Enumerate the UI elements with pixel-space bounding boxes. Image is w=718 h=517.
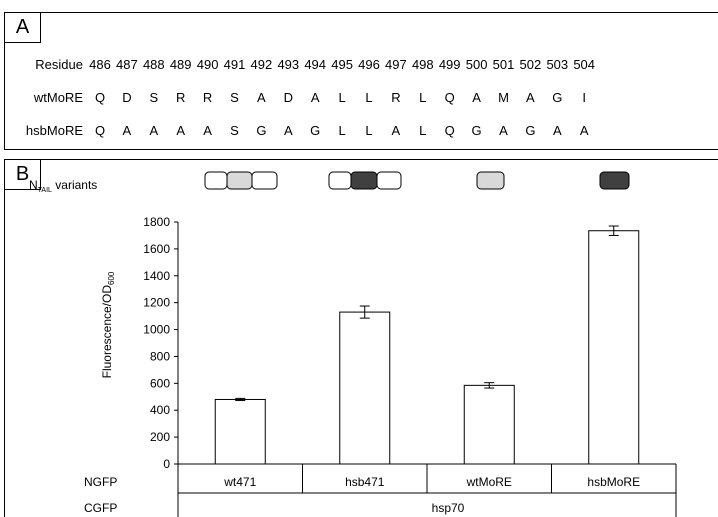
y-tick-label: 1600 — [143, 242, 170, 256]
sequence-cell: Q — [94, 123, 106, 138]
sequence-cell: 495 — [331, 57, 353, 72]
bars — [214, 225, 640, 465]
cgfp-row-label: CGFP — [84, 501, 117, 515]
sequence-cell: 499 — [438, 57, 461, 72]
sequence-cell: A — [203, 123, 212, 138]
y-tick-label: 200 — [150, 430, 170, 444]
sequence-cell: 494 — [304, 57, 327, 72]
y-tick-label: 1200 — [143, 296, 170, 310]
sequence-cell: A — [499, 123, 508, 138]
sequence-cell: G — [256, 123, 267, 138]
legend-label-sub: TAIL — [38, 187, 52, 194]
y-axis-label: Fluorescence/OD600 — [100, 271, 116, 378]
sequence-cell: L — [365, 123, 373, 138]
sequence-cell: A — [149, 123, 159, 138]
y-axis-label-sub: 600 — [107, 271, 116, 285]
y-tick-label: 800 — [150, 349, 170, 363]
sequence-cell: M — [498, 90, 509, 105]
sequence-cell: S — [230, 90, 239, 105]
category-label: wtMoRE — [466, 475, 512, 489]
sequence-cell: D — [283, 90, 293, 105]
variant-glyph-hsbmore — [599, 171, 630, 190]
ngfp-row-label: NGFP — [84, 475, 117, 489]
sequence-cell: 497 — [385, 57, 407, 72]
sequence-cell: L — [365, 90, 373, 105]
sequence-cell: D — [122, 90, 132, 105]
sequence-cell: G — [552, 90, 563, 105]
bar-hsbMoRE — [588, 230, 640, 465]
y-axis-label-main: Fluorescence/OD — [100, 285, 114, 379]
legend-label-main: N — [29, 178, 38, 192]
legend-label-rest: variants — [52, 178, 97, 192]
y-tick-label: 400 — [150, 403, 170, 417]
sequence-cell: A — [472, 90, 481, 105]
bar-wtMoRE — [463, 384, 515, 465]
sequence-cell: A — [257, 90, 266, 105]
bar-wt471 — [214, 398, 266, 465]
sequence-cell: A — [122, 123, 132, 138]
category-table: NGFP CGFP hsp70 wt471 hsb471 wtMoRE hsbMoRE — [84, 464, 677, 517]
sequence-cell: 503 — [546, 57, 569, 72]
panel-a-letter: A — [5, 13, 41, 43]
sequence-cell: L — [419, 90, 427, 105]
variant-glyph-wt471 — [204, 171, 278, 190]
sequence-cell: R — [202, 90, 213, 105]
sequence-cell: 504 — [573, 57, 596, 72]
sequence-cell: Q — [444, 90, 455, 105]
variant-glyph-wtmore — [476, 171, 505, 190]
sequence-cell: A — [283, 123, 293, 138]
sequence-cell: A — [579, 123, 589, 138]
y-tick-label: 1800 — [143, 215, 170, 229]
sequence-cell: G — [471, 123, 482, 138]
y-tick-label: 600 — [150, 376, 170, 390]
sequence-cell: G — [310, 123, 321, 138]
sequence-cell: 488 — [142, 57, 165, 72]
panel-b-letter: B — [5, 160, 41, 190]
sequence-cell: A — [526, 90, 535, 105]
sequence-row-label: wtMoRE — [33, 90, 83, 105]
y-tick-label: 0 — [163, 457, 170, 471]
bar-hsb471 — [339, 311, 391, 465]
category-label: hsb471 — [345, 475, 385, 489]
sequence-cell: G — [525, 123, 536, 138]
sequence-cell: L — [419, 123, 427, 138]
sequence-cell: 492 — [250, 57, 273, 72]
sequence-cell: 493 — [277, 57, 300, 72]
sequence-cell: A — [310, 90, 320, 105]
y-tick-label: 1400 — [143, 269, 170, 283]
sequence-cell: L — [338, 90, 346, 105]
sequence-cell: A — [391, 123, 401, 138]
sequence-cell: R — [391, 90, 401, 105]
sequence-cell: Q — [94, 90, 106, 105]
category-label: hsbMoRE — [587, 475, 640, 489]
cgfp-value: hsp70 — [432, 501, 465, 515]
sequence-cell: 489 — [169, 57, 192, 72]
sequence-cell: S — [149, 90, 159, 105]
category-label: wt471 — [223, 475, 256, 489]
sequence-row-label: hsbMoRE — [25, 123, 83, 138]
sequence-cell: 487 — [116, 57, 138, 72]
sequence-cell: 490 — [196, 57, 219, 72]
variant-glyph-hsb471 — [328, 171, 402, 190]
sequence-cell: A — [176, 123, 186, 138]
sequence-cell: I — [582, 90, 586, 105]
sequence-cell: S — [230, 123, 239, 138]
sequence-cell: 500 — [465, 57, 488, 72]
legend-label: NTAIL variants — [29, 178, 97, 194]
sequence-cell: 491 — [223, 57, 246, 72]
sequence-cell: L — [338, 123, 346, 138]
sequence-alignment-table: Residue 486 487 488 489 490 491 492 493 494 495 496… — [5, 13, 718, 149]
panel-a: A Residue 486 487 488 489 490 491 492 493 494 495 4… — [4, 12, 718, 150]
sequence-cell: Q — [444, 123, 455, 138]
sequence-cell: 498 — [411, 57, 434, 72]
sequence-cell: 502 — [519, 57, 542, 72]
sequence-cell: 486 — [89, 57, 111, 72]
y-tick-label: 1000 — [143, 323, 170, 337]
sequence-row-label: Residue — [35, 57, 83, 72]
sequence-cell: 496 — [358, 57, 380, 72]
sequence-cell: A — [552, 123, 562, 138]
sequence-cell: R — [175, 90, 186, 105]
sequence-cell: 501 — [492, 57, 515, 72]
